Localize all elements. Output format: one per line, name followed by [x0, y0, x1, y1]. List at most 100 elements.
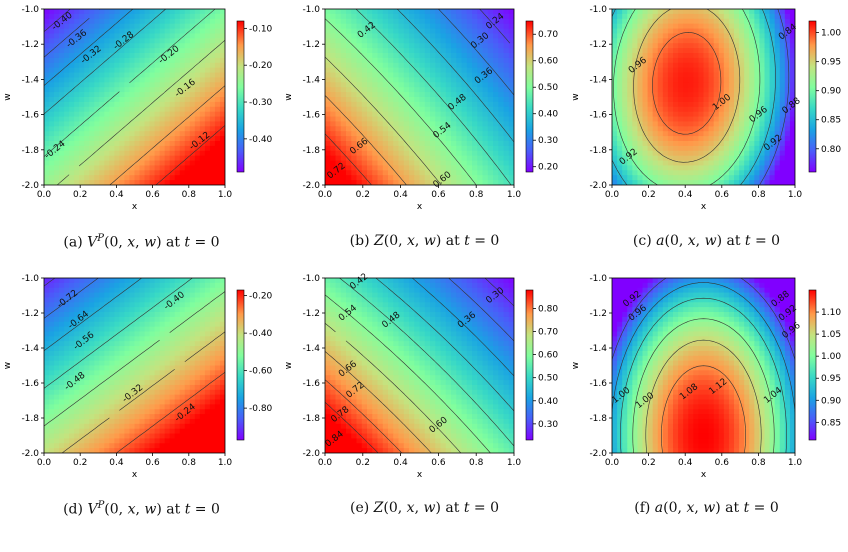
- colorbar-tick-label: 0.60: [538, 57, 558, 67]
- heatmap-cell: [430, 67, 436, 74]
- heatmap-cell: [114, 33, 121, 39]
- heatmap-cell: [728, 38, 735, 44]
- heatmap-cell: [482, 53, 489, 59]
- heatmap-cell: [49, 141, 55, 147]
- heatmap-cell: [139, 389, 146, 396]
- heatmap-cell: [129, 399, 136, 405]
- heatmap-cell: [59, 18, 65, 25]
- heatmap-cell: [169, 282, 176, 289]
- heatmap-cell: [657, 87, 664, 93]
- heatmap-cell: [627, 13, 633, 20]
- heatmap-cell: [482, 175, 489, 181]
- heatmap-cell: [456, 77, 463, 83]
- heatmap-cell: [59, 384, 65, 391]
- heatmap-cell: [164, 360, 171, 367]
- heatmap-cell: [204, 18, 211, 25]
- heatmap-cell: [744, 126, 750, 132]
- heatmap-cell: [114, 292, 121, 299]
- heatmap-cell: [688, 67, 694, 74]
- heatmap-cell: [69, 155, 75, 162]
- heatmap-cell: [94, 155, 100, 162]
- heatmap-cell: [184, 72, 191, 79]
- heatmap-cell: [612, 67, 618, 74]
- colorbar-tick-label: 0.30: [538, 136, 558, 146]
- heatmap-cell: [64, 302, 70, 308]
- heatmap-cell: [764, 170, 771, 176]
- heatmap-cell: [169, 399, 176, 405]
- heatmap-cell: [89, 136, 95, 142]
- heatmap-cell: [164, 92, 171, 98]
- heatmap-cell: [774, 106, 781, 113]
- heatmap-cell: [199, 116, 206, 123]
- heatmap-cell: [393, 155, 400, 162]
- heatmap-cell: [109, 38, 115, 44]
- heatmap-cell: [209, 384, 216, 391]
- heatmap-cell: [754, 106, 761, 113]
- heatmap-cell: [632, 87, 639, 93]
- heatmap-cell: [74, 180, 80, 185]
- heatmap-cell: [179, 77, 186, 83]
- heatmap-cell: [214, 287, 221, 294]
- heatmap-cell: [673, 53, 679, 59]
- heatmap-cell: [739, 170, 745, 176]
- heatmap-cell: [361, 101, 368, 108]
- heatmap-cell: [174, 72, 181, 79]
- heatmap-cell: [59, 360, 65, 367]
- heatmap-cell: [340, 121, 347, 127]
- heatmap-cell: [642, 121, 649, 127]
- heatmap-cell: [69, 77, 75, 83]
- heatmap-cell: [739, 175, 745, 181]
- heatmap-cell: [134, 341, 141, 347]
- heatmap-cell: [179, 136, 186, 142]
- heatmap-cell: [652, 160, 659, 167]
- heatmap-cell: [482, 150, 489, 157]
- heatmap-cell: [749, 136, 755, 142]
- heatmap-cell: [204, 355, 211, 362]
- heatmap-cell: [351, 136, 358, 142]
- heatmap-cell: [199, 355, 206, 362]
- heatmap-cell: [139, 106, 146, 113]
- heatmap-cell: [164, 145, 171, 152]
- heatmap-cell: [503, 48, 510, 54]
- heatmap-cell: [174, 77, 181, 83]
- heatmap-cell: [367, 180, 373, 185]
- heatmap-cell: [114, 38, 121, 44]
- heatmap-cell: [657, 131, 664, 137]
- heatmap-cell: [89, 370, 95, 376]
- heatmap-cell: [104, 307, 110, 313]
- heatmap-cell: [445, 43, 452, 49]
- heatmap-cell: [214, 292, 221, 299]
- heatmap-cell: [652, 72, 659, 79]
- heatmap-cell: [325, 53, 331, 59]
- heatmap-cell: [683, 53, 689, 59]
- heatmap-cell: [754, 28, 761, 35]
- heatmap-cell: [356, 145, 363, 152]
- heatmap-cell: [662, 150, 669, 157]
- heatmap-cell: [382, 57, 389, 64]
- heatmap-cell: [482, 72, 489, 79]
- heatmap-cell: [79, 48, 85, 54]
- heatmap-cell: [219, 165, 225, 171]
- heatmap-cell: [119, 97, 126, 103]
- heatmap-cell: [59, 126, 65, 132]
- heatmap-cell: [698, 13, 705, 20]
- heatmap-cell: [627, 77, 633, 83]
- heatmap-cell: [199, 170, 206, 176]
- heatmap-cell: [119, 326, 126, 333]
- heatmap-cell: [219, 131, 225, 137]
- heatmap-cell: [708, 33, 715, 39]
- y-axis-label: w: [3, 93, 13, 100]
- heatmap-cell: [330, 53, 337, 59]
- heatmap-cell: [124, 165, 131, 171]
- heatmap-cell: [617, 57, 623, 64]
- heatmap-cell: [64, 341, 70, 347]
- heatmap-cell: [164, 287, 171, 294]
- heatmap-cell: [174, 350, 181, 357]
- heatmap-cell: [718, 141, 725, 147]
- heatmap-cell: [744, 131, 750, 137]
- contour-line: [325, 95, 407, 185]
- heatmap-cell: [129, 331, 136, 337]
- heatmap-cell: [627, 97, 633, 103]
- heatmap-cell: [367, 13, 373, 20]
- heatmap-cell: [129, 302, 136, 308]
